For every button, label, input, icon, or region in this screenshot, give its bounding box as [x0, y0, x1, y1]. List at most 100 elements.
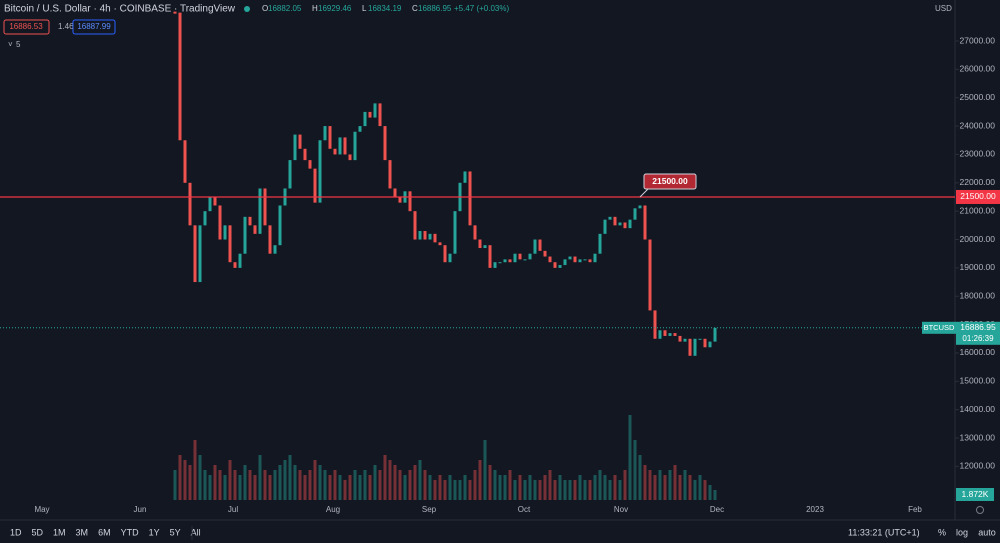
- indicator-toggle[interactable]: ˅: [8, 40, 13, 49]
- candle: [503, 259, 507, 263]
- hline-axis-label: 21500.00: [960, 191, 996, 201]
- volume-bar: [583, 480, 587, 500]
- ohlc-change: +5.47 (+0.03%): [454, 4, 509, 13]
- x-tick-label: Nov: [614, 505, 628, 514]
- volume-bar: [203, 470, 207, 500]
- volume-bar: [508, 470, 512, 500]
- volume-bar: [253, 475, 257, 500]
- range-button[interactable]: 1D: [10, 527, 22, 537]
- bid[interactable]: 16886.53: [9, 22, 43, 31]
- volume-bar: [483, 440, 487, 500]
- candle: [648, 239, 652, 311]
- range-button[interactable]: YTD: [121, 527, 140, 537]
- x-tick-label: Sep: [422, 505, 437, 514]
- volume-bar: [438, 475, 442, 500]
- volume-bar: [403, 475, 407, 500]
- candle: [523, 259, 527, 261]
- volume-bar: [563, 480, 567, 500]
- range-button[interactable]: 1M: [53, 527, 66, 537]
- last-price-box: [956, 321, 1000, 345]
- currency: USD: [935, 4, 952, 13]
- candle: [433, 233, 437, 243]
- volume-bar: [523, 480, 527, 500]
- ask[interactable]: 16887.99: [77, 22, 111, 31]
- volume-bar: [408, 470, 412, 500]
- ohlc-value: 16834.19: [368, 4, 402, 13]
- volume-bar: [638, 455, 642, 500]
- volume-bar: [558, 475, 562, 500]
- candle: [508, 259, 512, 263]
- volume-bar: [673, 465, 677, 500]
- indicator-count[interactable]: 5: [16, 40, 21, 49]
- x-tick-label: Jun: [134, 505, 147, 514]
- volume-bar: [243, 465, 247, 500]
- range-button[interactable]: 6M: [98, 527, 111, 537]
- y-tick-label: 21000.00: [960, 205, 996, 215]
- candle: [298, 134, 302, 149]
- candle: [213, 196, 217, 206]
- candle: [478, 239, 482, 249]
- ohlc-key: C: [412, 4, 418, 13]
- x-tick-label: May: [34, 505, 49, 514]
- candle: [548, 256, 552, 263]
- volume-bar: [553, 480, 557, 500]
- symbol-box: [922, 321, 956, 334]
- candle: [253, 225, 257, 234]
- y-tick-label: 13000.00: [960, 432, 996, 442]
- y-tick-label: 12000.00: [960, 461, 996, 471]
- settings-icon[interactable]: [976, 506, 984, 514]
- y-tick-label: 22000.00: [960, 177, 996, 187]
- volume-bar: [413, 465, 417, 500]
- candle: [348, 154, 352, 161]
- y-tick-label: 15000.00: [960, 376, 996, 386]
- range-button[interactable]: 3M: [76, 527, 89, 537]
- volume-bar: [513, 480, 517, 500]
- candle: [183, 140, 187, 183]
- x-tick-label: 2023: [806, 505, 824, 514]
- ask-box: [72, 19, 116, 35]
- candle: [598, 233, 602, 254]
- volume-bar: [678, 475, 682, 500]
- volume-bar: [703, 480, 707, 500]
- candle: [708, 341, 712, 348]
- volume-bar: [283, 460, 287, 500]
- candle: [383, 126, 387, 161]
- volume-bar: [378, 470, 382, 500]
- volume-bar: [458, 480, 462, 500]
- volume-bar: [618, 480, 622, 500]
- range-button[interactable]: 1Y: [149, 527, 160, 537]
- volume-label-box: [956, 488, 994, 501]
- volume-bar: [443, 480, 447, 500]
- x-tick-label: Jul: [228, 505, 238, 514]
- log-toggle[interactable]: log: [956, 527, 968, 537]
- candle: [233, 262, 237, 268]
- candle: [178, 12, 182, 141]
- clock: 11:33:21 (UTC+1): [848, 527, 920, 537]
- candle: [428, 233, 432, 240]
- candle: [278, 205, 282, 246]
- candle: [313, 168, 317, 203]
- candle: [263, 188, 267, 226]
- volume-bar: [693, 480, 697, 500]
- symbol-title: Bitcoin / U.S. Dollar · 4h · COINBASE · …: [4, 4, 236, 15]
- auto-toggle[interactable]: auto: [978, 527, 996, 537]
- last-price-label: 16886.95: [960, 322, 996, 332]
- volume-bar: [393, 465, 397, 500]
- range-button[interactable]: 5Y: [170, 527, 181, 537]
- candle: [583, 259, 587, 261]
- volume-bar: [358, 475, 362, 500]
- volume-bar: [493, 470, 497, 500]
- percent-toggle[interactable]: %: [938, 527, 946, 537]
- volume-bar: [288, 455, 292, 500]
- candle: [703, 338, 707, 348]
- range-button[interactable]: 5D: [32, 527, 44, 537]
- volume-bar: [683, 470, 687, 500]
- candle: [558, 265, 562, 268]
- candle: [498, 262, 502, 264]
- volume-bar: [368, 475, 372, 500]
- volume-bar: [348, 475, 352, 500]
- candle: [293, 134, 297, 161]
- candle: [688, 338, 692, 356]
- range-button[interactable]: All: [191, 527, 201, 537]
- candle: [573, 256, 577, 263]
